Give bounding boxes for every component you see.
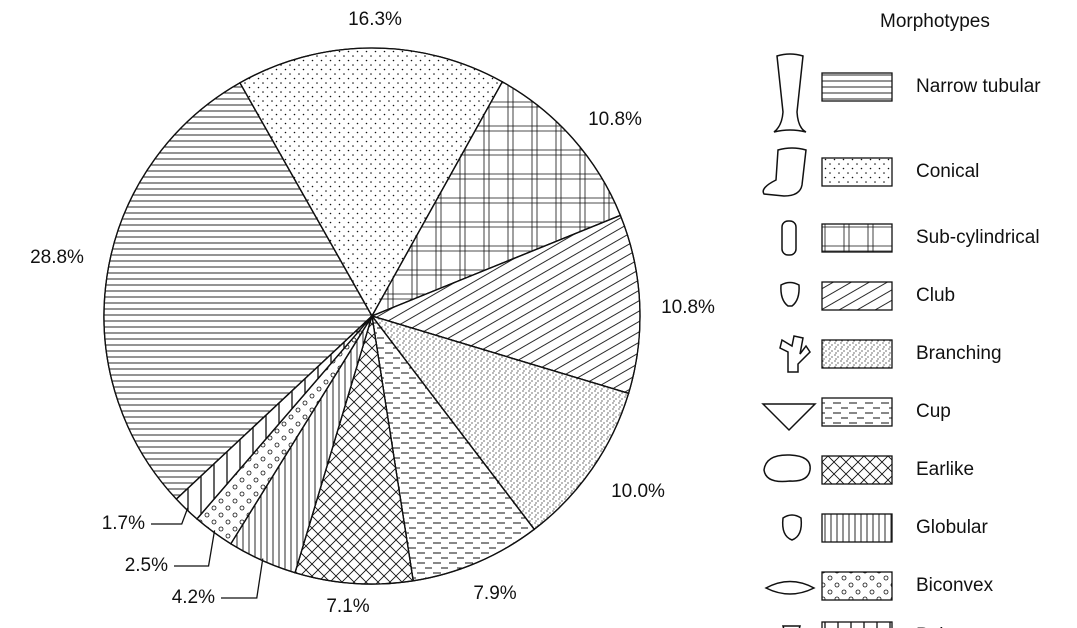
legend-swatch <box>821 397 893 427</box>
value-label: 1.7% <box>102 513 145 534</box>
legend-swatch <box>821 621 893 628</box>
value-label: 7.9% <box>473 583 516 604</box>
legend-label: Sub-cylindrical <box>916 227 1040 248</box>
leader-line <box>174 530 216 567</box>
value-label: 7.1% <box>326 596 369 617</box>
legend-label: Conical <box>916 161 979 182</box>
legend-label: Narrow tubular <box>916 76 1041 97</box>
value-label: 2.5% <box>125 555 168 576</box>
value-label: 10.8% <box>588 109 642 130</box>
legend-label: Cup <box>916 401 951 422</box>
legend-swatch <box>821 455 893 485</box>
leader-line <box>221 558 264 599</box>
legend-title: Morphotypes <box>880 11 990 32</box>
legend-swatch <box>821 223 893 253</box>
legend-label: Branching <box>916 343 1002 364</box>
value-label: 28.8% <box>30 247 84 268</box>
icons <box>761 53 817 628</box>
legend-label: Biconvex <box>916 575 994 596</box>
legend-swatch <box>821 571 893 601</box>
value-label: 16.3% <box>348 9 402 30</box>
legend-swatch <box>821 72 893 102</box>
legend-swatch <box>821 157 893 187</box>
leader-line <box>151 507 189 525</box>
legend-label: Palmate <box>916 625 986 628</box>
legend-label: Club <box>916 285 955 306</box>
value-label: 10.8% <box>661 297 715 318</box>
legend-swatch <box>821 513 893 543</box>
value-label: 10.0% <box>611 481 665 502</box>
value-label: 4.2% <box>172 587 215 608</box>
legend-swatch <box>821 281 893 311</box>
legend-label: Earlike <box>916 459 974 480</box>
legend-label: Globular <box>916 517 988 538</box>
legend-swatch <box>821 339 893 369</box>
